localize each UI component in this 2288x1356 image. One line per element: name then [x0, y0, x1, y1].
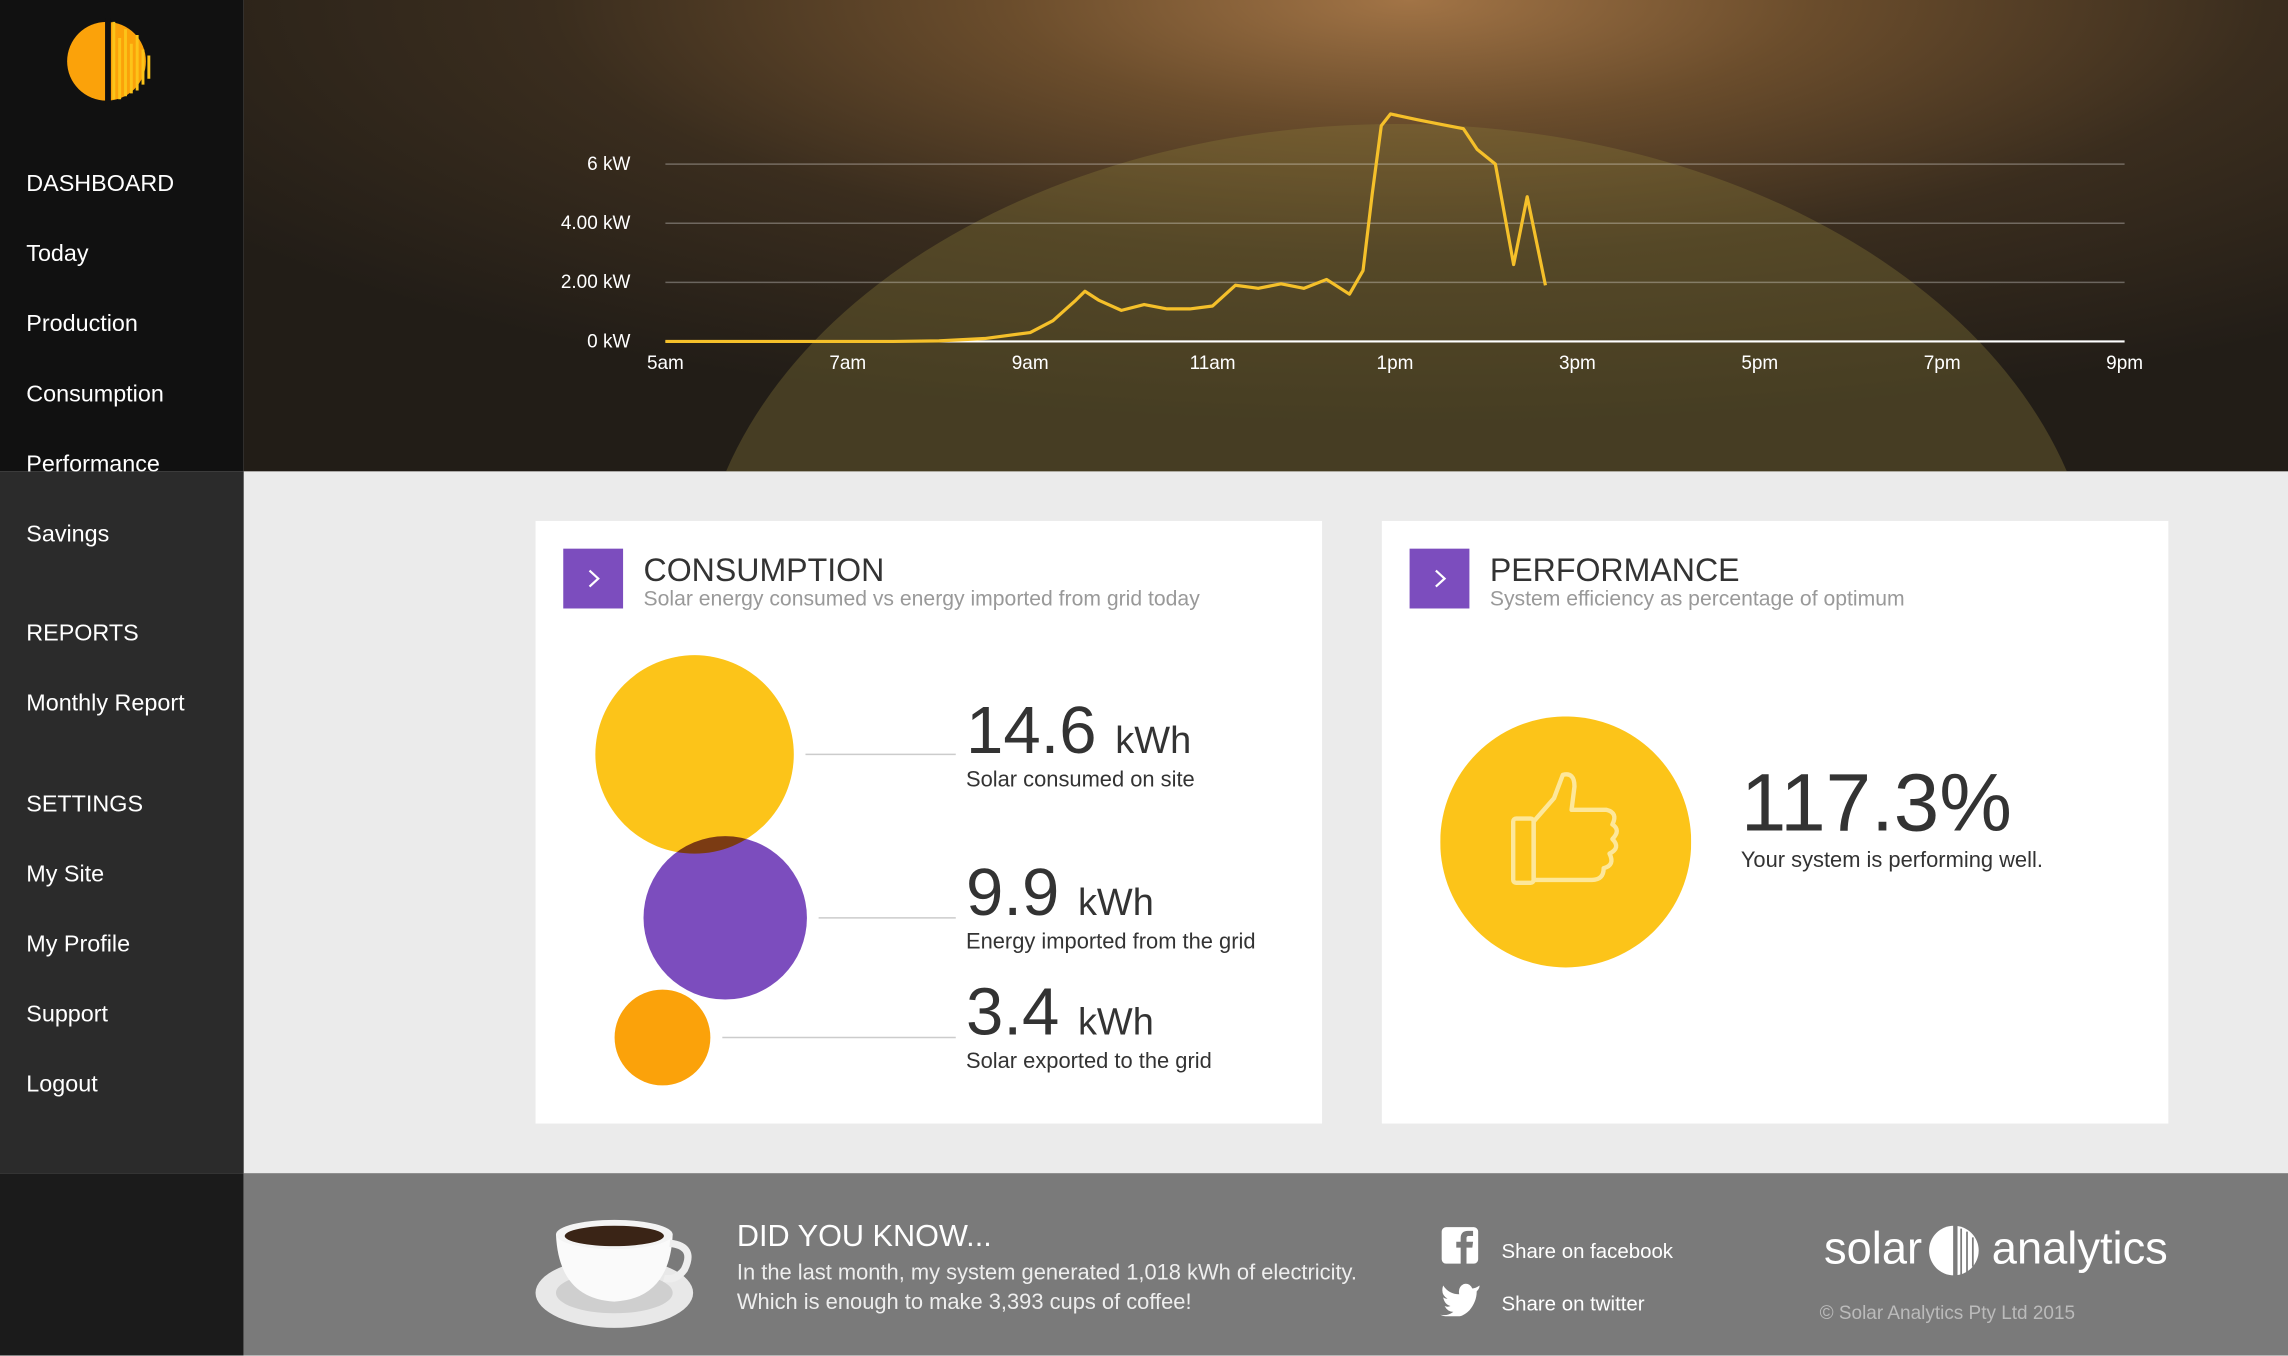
nav-item[interactable]: Monthly Report — [26, 691, 185, 717]
x-tick-label: 5pm — [1741, 353, 1778, 374]
x-tick-label: 7pm — [1924, 353, 1961, 374]
amount-label: Solar consumed on site — [965, 767, 1195, 793]
amount-unit: kWh — [1077, 879, 1154, 924]
consumption-card: CONSUMPTION Solar energy consumed vs ene… — [535, 520, 1323, 1124]
card-title: CONSUMPTION — [643, 551, 885, 589]
performance-card: PERFORMANCE System efficiency as percent… — [1381, 520, 2169, 1124]
amount-value: 3.4 — [965, 973, 1060, 1050]
nav-item[interactable]: Support — [26, 1002, 109, 1028]
logo — [67, 17, 151, 106]
footer: DID YOU KNOW... In the last month, my sy… — [243, 1173, 2288, 1356]
amount-value: 9.9 — [965, 853, 1060, 930]
copyright: © Solar Analytics Pty Ltd 2015 — [1819, 1301, 2076, 1324]
amount: 3.4 kWh — [966, 972, 1154, 1051]
coffee-cup — [535, 1219, 694, 1328]
bubble — [614, 989, 711, 1086]
twitter-icon[interactable] — [1440, 1281, 1481, 1317]
footer-heading: DID YOU KNOW... — [736, 1219, 992, 1254]
amount: 9.9 kWh — [966, 852, 1154, 931]
share-twitter[interactable]: Share on twitter — [1501, 1291, 1645, 1315]
nav-item[interactable]: Production — [26, 312, 138, 338]
performance-message: Your system is performing well. — [1740, 847, 2043, 873]
nav-heading: DASHBOARD — [26, 172, 175, 197]
brand-analytics: analytics — [1991, 1222, 2168, 1274]
bubble — [643, 836, 807, 1000]
x-tick-label: 1pm — [1377, 353, 1414, 374]
y-tick-label: 2.00 kW — [561, 272, 631, 293]
y-tick-label: 6 kW — [587, 154, 630, 175]
open-button[interactable] — [1409, 548, 1470, 609]
amount-value: 14.6 — [965, 691, 1097, 768]
nav-item[interactable]: My Site — [26, 862, 105, 888]
open-button[interactable] — [563, 548, 624, 609]
brand-logo — [1929, 1222, 1979, 1279]
nav-heading: REPORTS — [26, 621, 139, 647]
x-tick-label: 5am — [647, 353, 684, 374]
sidebar-bottom — [0, 1173, 244, 1356]
nav-item[interactable]: Savings — [26, 522, 110, 548]
footer-text: In the last month, my system generated 1… — [736, 1260, 1357, 1286]
facebook-icon[interactable] — [1440, 1226, 1481, 1267]
production-chart: 0 kW 2.00 kW 4.00 kW 6 kW 5am 7am 9am 11am 1pm 3p… — [561, 112, 2143, 1102]
x-tick-label: 9pm — [2106, 353, 2143, 374]
amount-label: Energy imported from the grid — [965, 929, 1256, 955]
sun-dome — [696, 124, 2097, 1102]
footer-text: Which is enough to make 3,393 cups of co… — [736, 1289, 1192, 1315]
nav-item[interactable]: Consumption — [26, 382, 164, 408]
x-tick-label: 7am — [829, 353, 866, 374]
sidebar — [0, 471, 244, 1174]
y-tick-label: 4.00 kW — [561, 213, 631, 234]
nav-item[interactable]: Logout — [26, 1072, 98, 1098]
x-tick-label: 9am — [1012, 353, 1049, 374]
amount-label: Solar exported to the grid — [965, 1049, 1212, 1074]
amount-unit: kWh — [1077, 999, 1154, 1044]
card-subtitle: Solar energy consumed vs energy imported… — [643, 588, 1200, 612]
performance-value: 117.3% — [1740, 755, 2012, 848]
production-line — [665, 112, 1548, 344]
nav-item[interactable]: Performance — [26, 452, 160, 478]
amount: 14.6 kWh — [966, 690, 1191, 769]
amount-unit: kWh — [1115, 717, 1192, 762]
bubbles — [595, 655, 956, 1086]
nav-item[interactable]: Today — [26, 242, 89, 268]
x-tick-label: 3pm — [1559, 353, 1596, 374]
brand-solar: solar — [1824, 1222, 1923, 1274]
card-title: PERFORMANCE — [1489, 551, 1740, 589]
hero: 0 kW 2.00 kW 4.00 kW 6 kW 5am 7am 9am 11am 1pm 3p… — [243, 0, 2288, 1102]
x-tick-label: 11am — [1190, 353, 1236, 374]
bubble — [595, 655, 794, 854]
nav-item[interactable]: My Profile — [26, 932, 131, 958]
nav-heading: SETTINGS — [26, 792, 144, 818]
share-facebook[interactable]: Share on facebook — [1501, 1238, 1674, 1263]
card-subtitle: System efficiency as percentage of optim… — [1489, 588, 1905, 612]
navigation: DASHBOARD Today Production Consumption Perfo… — [0, 0, 244, 1173]
y-tick-label: 0 kW — [587, 331, 630, 352]
performance-icon — [1440, 716, 1692, 968]
